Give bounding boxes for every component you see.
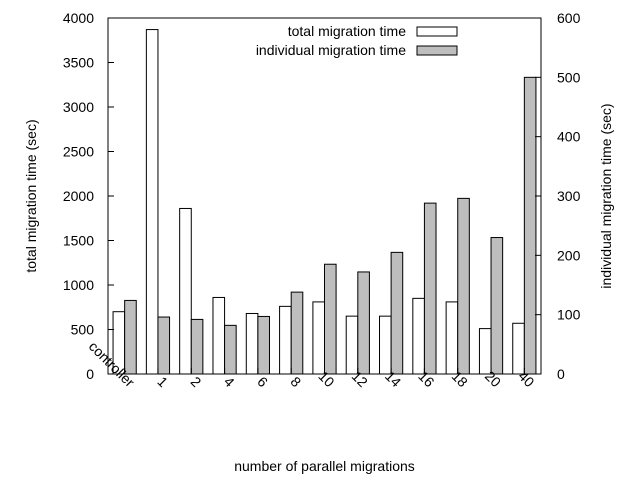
- bar-individual-8: [290, 291, 304, 375]
- bar-individual-14: [390, 251, 404, 375]
- y-tick-label: 1500: [63, 233, 94, 249]
- bar-total-18: [445, 301, 459, 375]
- legend-swatch-individual: [416, 45, 458, 56]
- bar-individual-2: [190, 318, 204, 375]
- y2-tick-label: 300: [557, 188, 581, 204]
- y2-tick-label: 400: [557, 129, 581, 145]
- y-tick-label: 4000: [63, 10, 94, 26]
- x-tick-label: 2: [188, 373, 205, 390]
- bar-individual-20: [490, 237, 504, 375]
- x-axis-title: number of parallel migrations: [234, 458, 415, 474]
- legend-swatch-total: [416, 26, 458, 37]
- legend: total migration time individual migratio…: [256, 23, 458, 58]
- x-tick-label: 4: [221, 373, 238, 390]
- y-axis-title: total migration time (sec): [23, 119, 39, 272]
- y-tick-label: 2500: [63, 144, 94, 160]
- bar-total-40: [512, 322, 525, 375]
- y2-tick-label: 100: [557, 307, 581, 323]
- bar-individual-4: [224, 324, 237, 375]
- x-tick-label: 8: [288, 373, 305, 390]
- bar-total-4: [212, 296, 226, 375]
- bar-individual-10: [324, 263, 337, 375]
- y-tick-label: 2000: [63, 188, 94, 204]
- bar-total-14: [379, 315, 392, 375]
- bar-individual-controller: [124, 299, 137, 375]
- bar-total-16: [412, 297, 425, 375]
- y-tick-label: 1000: [63, 277, 94, 293]
- x-tick-label: 6: [254, 373, 271, 390]
- bar-individual-16: [423, 202, 437, 375]
- bar-total-10: [312, 301, 325, 375]
- legend-label-individual: individual migration time: [256, 42, 406, 58]
- y2-tick-label: 0: [557, 366, 565, 382]
- bar-total-8: [279, 305, 292, 375]
- bar-total-2: [179, 207, 192, 375]
- y2-tick-label: 500: [557, 69, 581, 85]
- bar-individual-12: [357, 271, 370, 375]
- y-tick-label: 3500: [63, 55, 94, 71]
- y2-tick-label: 600: [557, 10, 581, 26]
- y-tick-label: 500: [71, 322, 95, 338]
- y-tick-label: 3000: [63, 99, 94, 115]
- x-tick-label: 1: [154, 373, 171, 390]
- bar-individual-18: [457, 197, 470, 375]
- bar-total-20: [478, 328, 492, 375]
- y2-tick-label: 200: [557, 247, 581, 263]
- y2-axis-title: individual migration time (sec): [598, 103, 614, 288]
- bar-individual-1: [157, 316, 171, 375]
- y-tick-label: 0: [86, 366, 94, 382]
- bar-individual-40: [523, 76, 537, 375]
- bar-total-1: [145, 29, 159, 375]
- bar-total-6: [245, 312, 259, 375]
- bars-layer: [112, 29, 537, 375]
- legend-label-total: total migration time: [288, 23, 406, 39]
- bar-total-12: [345, 315, 359, 375]
- bar-individual-6: [257, 315, 270, 375]
